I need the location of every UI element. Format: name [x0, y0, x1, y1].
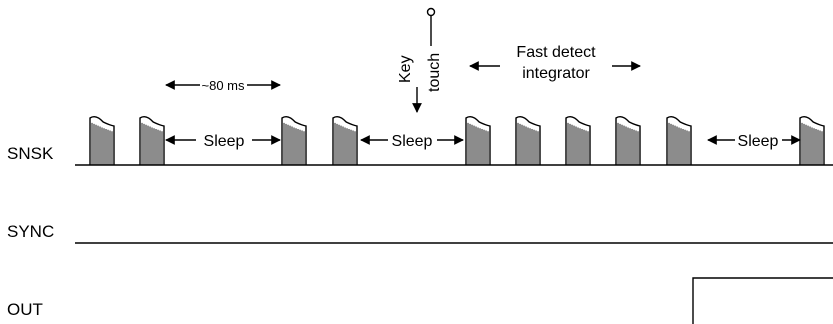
snsk-burst	[565, 115, 591, 165]
snsk-burst	[799, 115, 825, 165]
period-annotation: ~80 ms	[165, 78, 281, 93]
sync-label: SYNC	[7, 222, 54, 241]
sleep-annotation-3: Sleep	[707, 133, 801, 150]
snsk-burst	[281, 115, 307, 165]
snsk-burst	[666, 115, 692, 165]
period-label: ~80 ms	[202, 78, 245, 93]
fast-detect-line1: Fast detect	[516, 44, 596, 61]
sleep-2-label: Sleep	[392, 133, 433, 150]
snsk-burst	[515, 115, 541, 165]
sleep-3-label: Sleep	[738, 133, 779, 150]
fast-detect-line2: integrator	[522, 65, 590, 82]
snsk-burst	[615, 115, 641, 165]
out-label: OUT	[7, 300, 43, 319]
key-touch-line2: touch	[426, 53, 443, 92]
snsk-burst-envelope	[799, 115, 825, 165]
snsk-bursts	[89, 115, 825, 165]
snsk-label: SNSK	[7, 144, 54, 163]
sleep-1-label: Sleep	[204, 133, 245, 150]
snsk-burst-envelope	[139, 115, 165, 165]
snsk-burst-envelope	[332, 115, 358, 165]
key-touch-line1: Key	[397, 55, 414, 83]
snsk-burst-envelope	[89, 115, 115, 165]
snsk-burst-envelope	[565, 115, 591, 165]
snsk-burst-envelope	[465, 115, 491, 165]
snsk-burst	[465, 115, 491, 165]
sleep-annotation-2: Sleep	[360, 133, 464, 150]
key-touch-terminal	[426, 7, 436, 17]
sleep-annotation-1: Sleep	[165, 133, 281, 150]
snsk-burst	[332, 115, 358, 165]
snsk-burst	[89, 115, 115, 165]
snsk-burst-envelope	[281, 115, 307, 165]
snsk-burst-envelope	[666, 115, 692, 165]
snsk-burst-envelope	[615, 115, 641, 165]
key-touch-annotation: Key touch	[397, 7, 443, 113]
snsk-burst	[139, 115, 165, 165]
snsk-burst-envelope	[515, 115, 541, 165]
fast-detect-annotation: Fast detect integrator	[469, 44, 641, 82]
out-waveform	[692, 277, 833, 324]
